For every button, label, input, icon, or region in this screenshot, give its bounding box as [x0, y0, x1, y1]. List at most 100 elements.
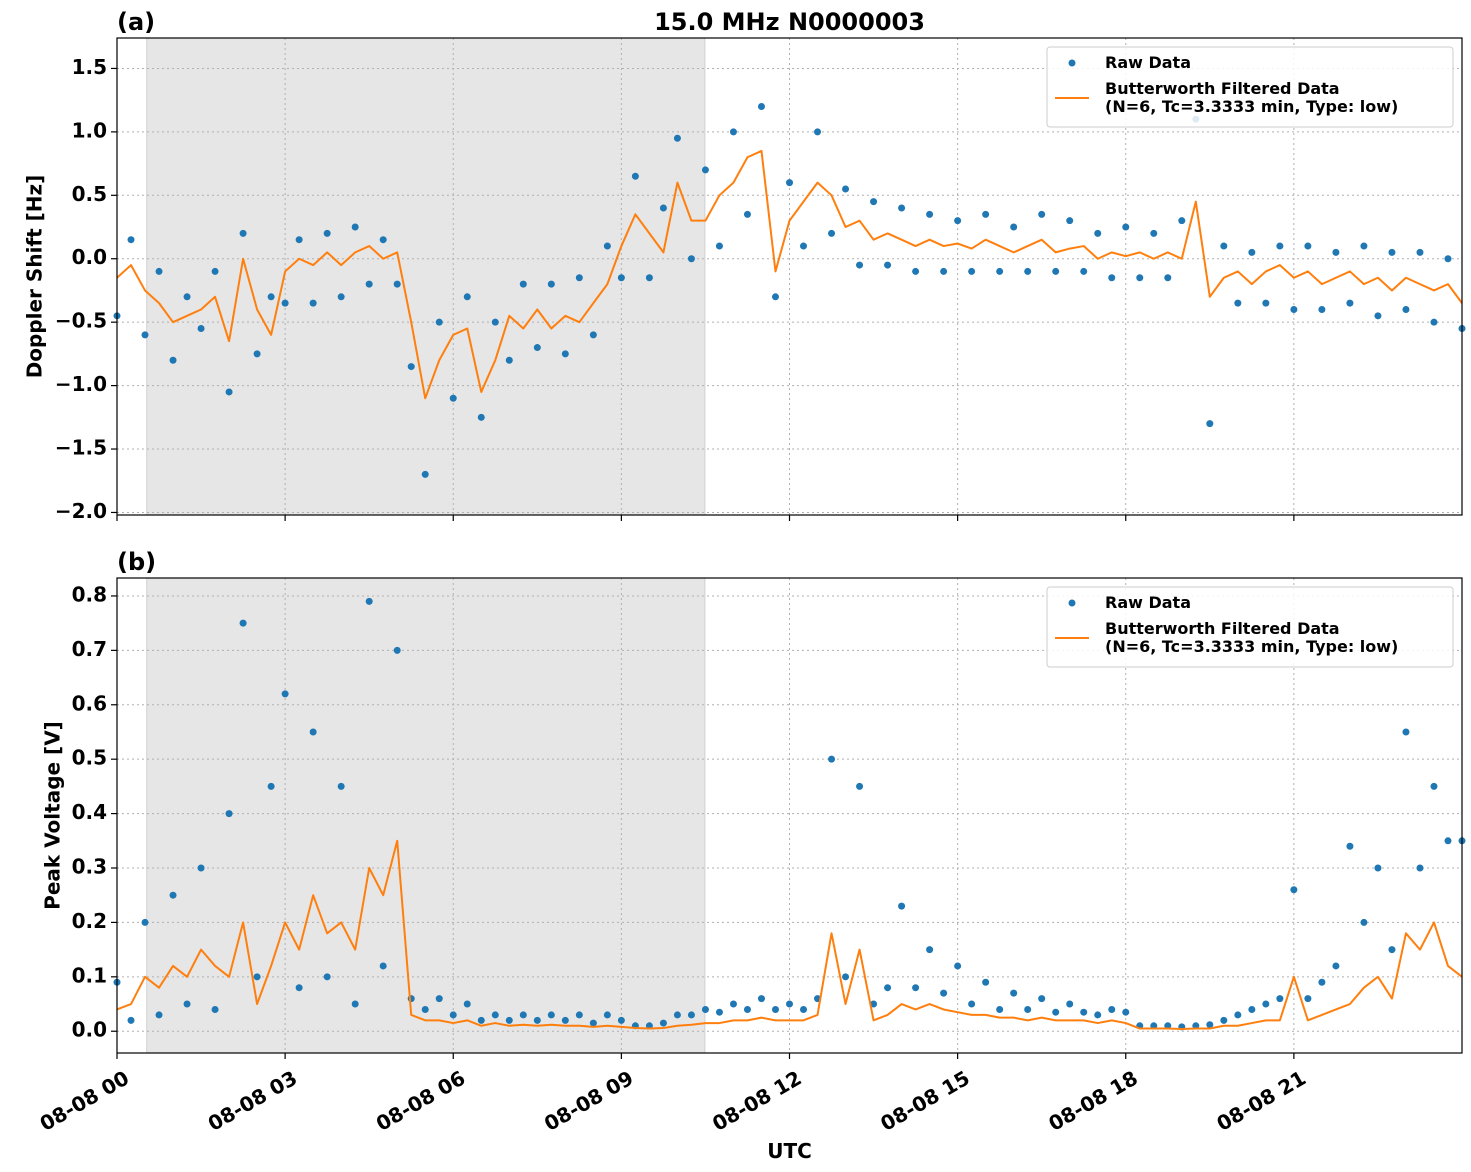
- raw-data-point: [617, 274, 625, 282]
- raw-data-point: [477, 1016, 485, 1024]
- raw-data-point: [1206, 420, 1214, 428]
- legend-entry: Butterworth Filtered Data (N=6, Tc=3.333…: [1105, 620, 1398, 656]
- raw-data-point: [155, 1011, 163, 1019]
- y-tick-label: −2.0: [55, 499, 107, 523]
- y-tick-label: −1.0: [55, 372, 107, 396]
- raw-data-point: [1024, 1005, 1032, 1013]
- raw-data-point: [1360, 242, 1368, 250]
- y-tick-label: 0.0: [72, 1018, 107, 1042]
- raw-data-point: [253, 973, 261, 981]
- raw-data-point: [533, 344, 541, 352]
- raw-data-point: [435, 318, 443, 326]
- raw-data-point: [1416, 248, 1424, 256]
- y-tick-label: 0.5: [72, 746, 107, 770]
- raw-data-point: [589, 331, 597, 339]
- raw-data-point: [1276, 242, 1284, 250]
- raw-data-point: [800, 1005, 808, 1013]
- legend-box: [1046, 586, 1454, 668]
- raw-data-point: [463, 293, 471, 301]
- raw-data-point: [1374, 864, 1382, 872]
- raw-data-point: [267, 782, 275, 790]
- panel: −2.0 −1.5 −1.0 −0.5 0.0 0.5 1.0 1.5 (a) 15.0 MHz …: [23, 8, 1466, 523]
- raw-data-point: [141, 918, 149, 926]
- shaded-span: [146, 577, 706, 1054]
- raw-data-point: [771, 1005, 779, 1013]
- raw-data-point: [1444, 255, 1452, 263]
- raw-data-point: [309, 728, 317, 736]
- y-axis-label: Doppler Shift [Hz]: [23, 175, 47, 379]
- raw-data-point: [786, 179, 793, 187]
- raw-data-point: [982, 210, 990, 218]
- raw-data-point: [1164, 274, 1172, 282]
- chart-title: 15.0 MHz N0000003: [654, 8, 925, 36]
- raw-data-point: [842, 185, 850, 193]
- raw-data-point: [828, 229, 836, 237]
- raw-data-point: [589, 1019, 597, 1027]
- legend: Raw Data Butterworth Filtered Data (N=6, …: [1046, 46, 1454, 128]
- raw-data-point: [1220, 242, 1228, 250]
- x-tick-label: 08-08 21: [1212, 1066, 1310, 1136]
- raw-data-point: [757, 995, 765, 1003]
- legend-marker: [1068, 59, 1076, 67]
- raw-data-point: [1360, 918, 1368, 926]
- raw-data-point: [169, 891, 177, 899]
- raw-data-point: [407, 363, 415, 371]
- raw-data-point: [267, 293, 275, 301]
- raw-data-point: [1304, 995, 1312, 1003]
- raw-data-point: [351, 223, 359, 231]
- raw-data-point: [884, 984, 892, 992]
- raw-data-point: [996, 1005, 1004, 1013]
- raw-data-point: [253, 350, 261, 358]
- raw-data-point: [393, 280, 401, 288]
- panel-label: (a): [117, 8, 155, 36]
- raw-data-point: [127, 1016, 135, 1024]
- legend-entry: Raw Data: [1105, 594, 1191, 612]
- raw-data-point: [898, 204, 906, 212]
- raw-data-point: [1024, 267, 1032, 275]
- raw-data-point: [505, 1016, 513, 1024]
- raw-data-point: [575, 274, 583, 282]
- raw-data-point: [1080, 1008, 1088, 1016]
- filtered-line: [116, 149, 1463, 400]
- raw-data-point: [323, 973, 331, 981]
- y-tick-label: 0.1: [72, 963, 107, 987]
- raw-data-point: [673, 134, 681, 142]
- raw-data-point: [898, 902, 906, 910]
- x-tick-label: 08-08 18: [1044, 1066, 1142, 1136]
- raw-data-point: [435, 995, 443, 1003]
- raw-data-point: [982, 978, 990, 986]
- raw-data-point: [197, 325, 205, 333]
- x-tick-label: 08-08 09: [540, 1066, 638, 1136]
- x-tick-label: 08-08 12: [708, 1066, 806, 1136]
- raw-data-point: [211, 267, 219, 275]
- raw-data-point: [1290, 305, 1298, 313]
- raw-data-point: [1108, 1005, 1116, 1013]
- raw-data-point: [926, 210, 934, 218]
- legend-box: [1046, 46, 1454, 128]
- raw-data-point: [337, 293, 345, 301]
- y-tick-label: 0.5: [72, 182, 107, 206]
- raw-data-point: [1108, 274, 1116, 282]
- raw-data-point: [295, 984, 303, 992]
- raw-data-point: [1248, 1005, 1256, 1013]
- raw-data-point: [1234, 299, 1242, 307]
- raw-data-point: [197, 864, 205, 872]
- raw-data-point: [786, 1000, 793, 1008]
- raw-data-point: [884, 261, 892, 269]
- raw-data-point: [379, 962, 387, 970]
- raw-data-point: [1234, 1011, 1242, 1019]
- raw-data-point: [1178, 217, 1186, 225]
- raw-data-point: [645, 274, 653, 282]
- raw-data-point: [323, 229, 331, 237]
- raw-data-point: [183, 293, 191, 301]
- raw-data-point: [814, 128, 822, 136]
- raw-data-point: [575, 1011, 583, 1019]
- raw-data-point: [870, 198, 878, 206]
- raw-data-point: [1276, 995, 1284, 1003]
- raw-data-point: [954, 962, 962, 970]
- panel: 08-08 00 08-08 03 08-08 06 08-08 09 08-08 12…: [36, 548, 1466, 1163]
- raw-data-point: [996, 267, 1004, 275]
- raw-data-point: [225, 810, 233, 818]
- raw-data-point: [856, 261, 864, 269]
- raw-data-point: [687, 1011, 695, 1019]
